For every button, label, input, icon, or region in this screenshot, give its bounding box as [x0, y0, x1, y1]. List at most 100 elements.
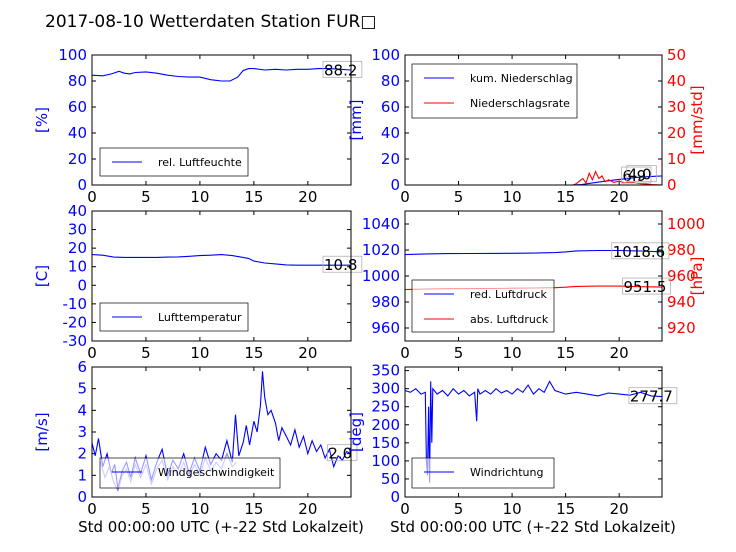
series-line-1 — [404, 249, 663, 256]
y2-tick-label: 0 — [667, 176, 677, 194]
axes-frame — [404, 366, 663, 498]
x-tick-label: 10 — [190, 344, 209, 362]
y-tick-label: 0 — [77, 176, 87, 194]
x-tick-label: 0 — [87, 500, 97, 518]
y-tick-label: 40 — [68, 202, 87, 220]
legend-box — [411, 63, 578, 119]
y-tick-label: 0 — [77, 488, 87, 506]
y-tick-label: 100 — [371, 46, 400, 64]
y2-tick-label: 50 — [667, 46, 686, 64]
x-tick-label: 0 — [87, 344, 97, 362]
y-tick-label: -20 — [63, 313, 88, 331]
x-tick-label: 0 — [400, 500, 410, 518]
series-line-1 — [404, 380, 663, 483]
annotation-box — [322, 255, 363, 273]
panel-precipitation: 0 5 10 15 20 0 20 40 60 80 100 0 10 20 30 40 50 [mm/std] [… — [347, 46, 706, 206]
annotation-box — [626, 165, 657, 183]
axes-frame — [91, 54, 352, 186]
axes-frame — [91, 366, 352, 498]
y-tick-label: 200 — [371, 416, 400, 434]
legend-entry: kum. Niederschlag — [470, 72, 573, 85]
legend-entry: abs. Luftdruck — [470, 313, 549, 326]
x-tick-label: 20 — [298, 344, 317, 362]
y-tick-label: 10 — [68, 258, 87, 276]
y2-axis-label: [mm/std] — [688, 85, 706, 154]
y2-tick-label: 940 — [667, 293, 696, 311]
y2-tick-label: 30 — [667, 98, 686, 116]
y-axis-label: [C] — [33, 265, 51, 287]
y-tick-label: 20 — [381, 150, 400, 168]
y2-tick-label: 10 — [667, 150, 686, 168]
y-tick-label: 0 — [77, 276, 87, 294]
x-tick-label: 20 — [610, 188, 629, 206]
legend-entry: Niederschlagsrate — [470, 97, 570, 110]
annotation-label: 1018.6 — [613, 243, 666, 261]
y-tick-label: 30 — [68, 221, 87, 239]
legend-box — [411, 279, 555, 333]
x-tick-label: 10 — [190, 500, 209, 518]
panel-winddirection: 0 5 10 15 20050100150200250300350[deg]277.7W… — [347, 362, 678, 518]
figure-title: 2017-08-10 Wetterdaten Station FUR□ — [45, 12, 376, 32]
y-tick-label: 980 — [371, 293, 400, 311]
y-tick-label: 80 — [381, 72, 400, 90]
series-line-1 — [91, 68, 352, 82]
legend-entry: Lufttemperatur — [158, 311, 242, 324]
x-tick-label: 20 — [298, 188, 317, 206]
y-tick-label: 150 — [371, 434, 400, 452]
axes-frame — [91, 210, 352, 342]
y2-tick-label: 1000 — [667, 215, 705, 233]
y-tick-label: 20 — [68, 239, 87, 257]
y-tick-label: 6 — [77, 358, 87, 376]
y-axis-label: [deg] — [347, 412, 365, 452]
legend-box — [99, 457, 281, 489]
y-axis-label: [m/s] — [33, 412, 51, 451]
x-tick-label: 5 — [141, 344, 151, 362]
y-tick-label: 0 — [390, 176, 400, 194]
y-tick-label: 350 — [371, 362, 400, 380]
y-tick-label: 60 — [381, 98, 400, 116]
x-axis-label-right: Std 00:00:00 UTC (+-22 Std Lokalzeit) — [390, 518, 676, 536]
x-axis-label-left: Std 00:00:00 UTC (+-22 Std Lokalzeit) — [78, 518, 364, 536]
annotation-box — [628, 387, 678, 405]
y-tick-label: 80 — [68, 72, 87, 90]
y-tick-label: 40 — [381, 124, 400, 142]
y2-axis-label: [hPa] — [688, 257, 706, 296]
y-tick-label: 300 — [371, 380, 400, 398]
annotation-box — [622, 277, 671, 295]
x-tick-label: 10 — [503, 188, 522, 206]
x-tick-label: 10 — [503, 500, 522, 518]
annotation-label: 951.5 — [623, 278, 666, 296]
y-tick-label: 960 — [371, 319, 400, 337]
legend-box — [411, 457, 555, 489]
annotation-label: 10.8 — [324, 256, 357, 274]
x-tick-label: 10 — [503, 344, 522, 362]
y-tick-label: -30 — [63, 332, 88, 350]
annotation-box — [322, 60, 363, 78]
x-tick-label: 20 — [610, 344, 629, 362]
legend-entry: rel. Luftfeuchte — [158, 156, 242, 169]
x-tick-label: 10 — [190, 188, 209, 206]
annotation-label: 88.2 — [324, 61, 357, 79]
y-tick-label: -10 — [63, 295, 88, 313]
annotation-label: 6.9 — [622, 167, 646, 185]
y-tick-label: 4 — [77, 401, 87, 419]
x-tick-label: 15 — [244, 188, 263, 206]
y-tick-label: 1000 — [362, 267, 400, 285]
y-tick-label: 100 — [371, 452, 400, 470]
y-tick-label: 3 — [77, 423, 87, 441]
x-tick-label: 15 — [556, 500, 575, 518]
x-tick-label: 5 — [141, 188, 151, 206]
panel-pressure: 0 5 10 15 2096098010001020104092094096098010… — [362, 210, 706, 362]
y-axis-label: [mm] — [347, 100, 365, 141]
x-tick-label: 0 — [87, 188, 97, 206]
y-tick-label: 5 — [77, 380, 87, 398]
y-tick-label: 1020 — [362, 241, 400, 259]
y2-tick-label: 960 — [667, 267, 696, 285]
x-tick-label: 20 — [298, 500, 317, 518]
annotation-box — [611, 242, 670, 260]
legend-entry: red. Luftdruck — [470, 288, 547, 301]
y-tick-label: 1 — [77, 466, 87, 484]
x-tick-label: 15 — [556, 344, 575, 362]
annotation-label: 277.7 — [630, 388, 673, 406]
